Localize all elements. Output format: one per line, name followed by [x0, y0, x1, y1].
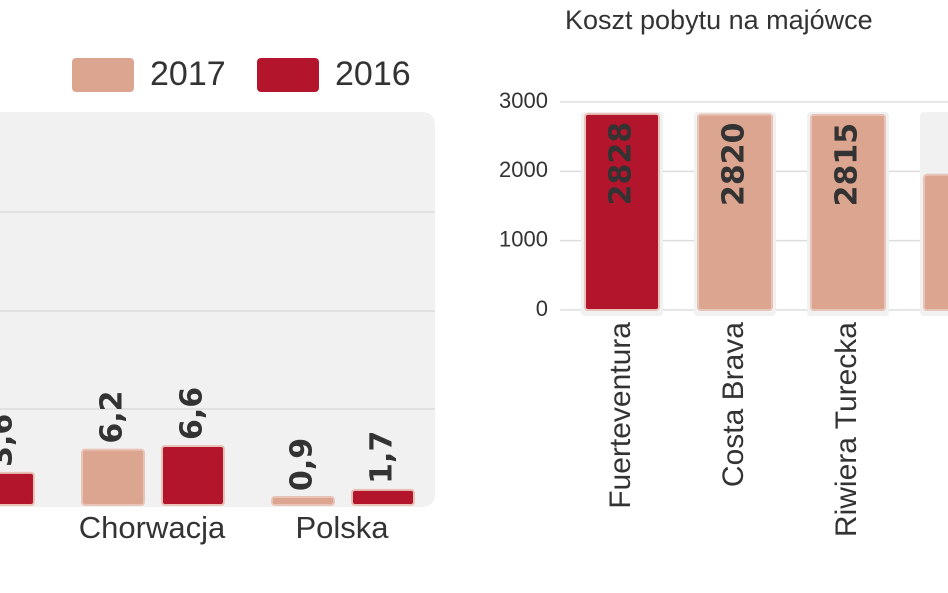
bar	[810, 113, 886, 312]
bar	[0, 471, 35, 506]
bar	[271, 495, 335, 507]
y-tick-label: 3000	[499, 88, 548, 113]
y-tick-label: 2000	[499, 157, 548, 182]
value-label: 2820	[717, 122, 752, 206]
bar	[81, 448, 145, 507]
value-label: 6,2	[95, 390, 130, 443]
y-tick-label: 0	[536, 296, 548, 321]
plot-panel	[0, 112, 435, 507]
bar	[351, 488, 415, 507]
bar	[161, 445, 225, 506]
x-tick-label: Fuerteventura	[604, 322, 637, 509]
legend-label: 2016	[335, 55, 411, 93]
value-label: 0,9	[285, 438, 320, 491]
chart-title: Koszt pobytu na majówce	[565, 5, 873, 35]
legend-label: 2017	[150, 55, 226, 93]
legend-swatch	[72, 58, 134, 92]
value-label: 3,6	[0, 414, 20, 467]
value-label: 2815	[830, 123, 865, 206]
y-tick-label: 1000	[499, 226, 548, 251]
x-tick-label: Costa Brava	[717, 322, 750, 487]
value-label: 2828	[604, 122, 639, 205]
value-label: 6,6	[175, 387, 210, 440]
bar	[697, 113, 773, 312]
x-tick-label: Chorwacja	[79, 510, 226, 545]
panel-lines	[0, 211, 435, 410]
legend-swatch	[257, 58, 319, 92]
bar	[584, 112, 660, 311]
x-tick-label: Polska	[295, 510, 389, 545]
bar	[923, 173, 948, 311]
value-label: 1,7	[365, 431, 400, 484]
x-tick-label: Riwiera Turecka	[830, 322, 863, 537]
